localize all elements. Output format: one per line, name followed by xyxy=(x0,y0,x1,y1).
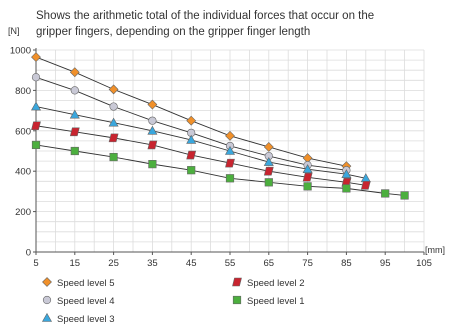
data-point xyxy=(109,152,118,162)
data-point xyxy=(30,101,42,111)
data-point xyxy=(31,52,41,62)
data-point xyxy=(225,158,235,168)
data-point xyxy=(108,84,119,95)
data-point xyxy=(400,191,409,200)
data-point xyxy=(225,174,235,183)
data-point xyxy=(148,116,157,125)
series-line-4 xyxy=(35,125,366,186)
x-axis-label: [mm] xyxy=(425,245,445,255)
legend-label: Speed level 4 xyxy=(57,296,115,307)
data-point xyxy=(342,184,351,193)
data-point xyxy=(69,67,80,78)
y-tick-label: 600 xyxy=(15,126,31,137)
legend-label: Speed level 3 xyxy=(57,314,115,325)
data-point xyxy=(224,145,236,155)
grid xyxy=(36,49,425,252)
tick-labels: 5 15 25 35 45 55 65 75 85 95 105 0 200 400 600 800 1000 xyxy=(10,46,432,270)
data-point xyxy=(303,182,312,191)
x-tick-label: 45 xyxy=(186,258,197,269)
legend-marker xyxy=(42,277,52,287)
data-point xyxy=(70,146,79,156)
legend: Speed level 5 Speed level 2 Speed level 4 S… xyxy=(41,277,305,325)
y-tick-label: 400 xyxy=(15,167,31,178)
legend-label: Speed level 5 xyxy=(57,278,115,289)
legend-label: Speed level 1 xyxy=(247,296,305,307)
y-axis-label: [N] xyxy=(8,26,20,36)
data-point xyxy=(147,125,158,135)
data-point xyxy=(263,156,274,166)
data-point xyxy=(264,178,273,187)
series-line-3 xyxy=(35,106,366,179)
data-point xyxy=(147,99,158,110)
y-tick-label: 200 xyxy=(15,207,31,218)
data-point xyxy=(381,189,390,198)
axes xyxy=(33,48,425,255)
data-point xyxy=(263,142,274,152)
x-tick-label: 55 xyxy=(225,258,236,269)
series-markers xyxy=(30,52,409,200)
x-tick-label: 75 xyxy=(302,258,313,269)
legend-label: Speed level 2 xyxy=(247,278,305,289)
data-point xyxy=(263,166,274,176)
data-point xyxy=(341,169,352,179)
chart-title-line-2: gripper fingers, depending on the grippe… xyxy=(36,26,310,38)
data-point xyxy=(70,86,79,95)
data-point xyxy=(186,115,197,126)
data-point xyxy=(31,73,41,82)
data-point xyxy=(109,102,118,111)
data-point xyxy=(108,133,119,143)
data-point xyxy=(69,127,80,137)
data-point xyxy=(147,140,158,150)
data-point xyxy=(31,121,41,131)
x-tick-label: 95 xyxy=(380,258,391,269)
legend-marker xyxy=(42,295,52,305)
data-point xyxy=(148,160,157,169)
y-tick-label: 1000 xyxy=(10,46,31,57)
y-tick-label: 0 xyxy=(26,248,31,259)
data-point xyxy=(186,134,197,144)
data-point xyxy=(31,140,41,150)
x-tick-label: 85 xyxy=(341,258,352,269)
data-point xyxy=(108,117,119,127)
x-tick-label: 15 xyxy=(70,258,81,269)
legend-marker xyxy=(232,295,242,305)
data-point xyxy=(360,181,371,190)
y-tick-label: 800 xyxy=(15,86,31,97)
legend-marker xyxy=(232,277,242,287)
x-tick-label: 65 xyxy=(264,258,275,269)
x-tick-label: 35 xyxy=(147,258,158,269)
x-tick-label: 105 xyxy=(416,258,432,269)
legend-marker xyxy=(41,312,53,322)
chart-title-line-1: Shows the arithmetic total of the indivi… xyxy=(36,10,374,22)
x-tick-label: 25 xyxy=(108,258,119,269)
x-tick-label: 5 xyxy=(33,258,38,269)
data-point xyxy=(302,164,313,173)
data-point xyxy=(187,166,196,175)
data-point xyxy=(302,172,313,182)
data-point xyxy=(69,109,80,119)
data-point xyxy=(225,130,235,141)
data-point xyxy=(186,150,197,160)
